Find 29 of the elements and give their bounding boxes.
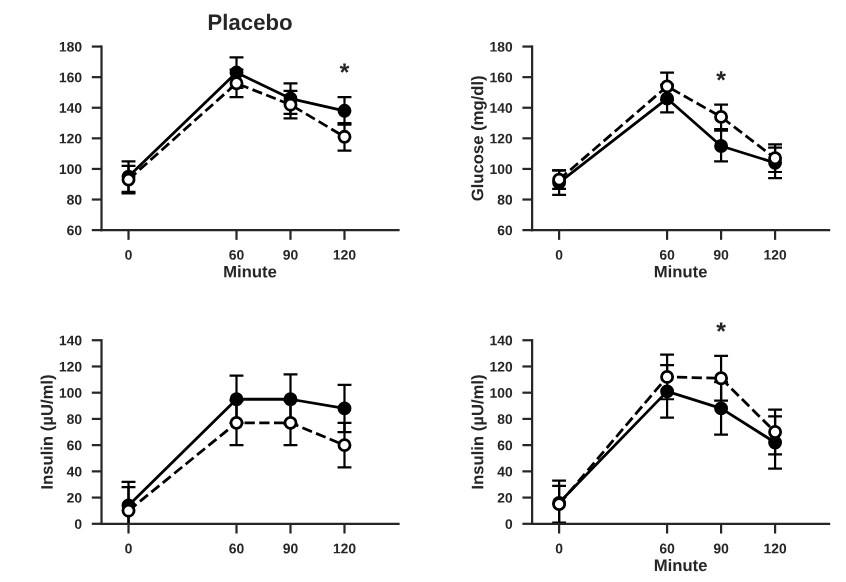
y-axis-title: Insulin (µU/ml) (471, 375, 487, 489)
point (714, 139, 729, 153)
point (337, 129, 352, 144)
point (660, 79, 675, 94)
point (714, 371, 729, 386)
point (660, 370, 675, 384)
point (337, 103, 352, 118)
annotation: * (339, 63, 350, 73)
point (229, 415, 244, 430)
annotation: * (716, 71, 726, 81)
x-axis-title: Minute (654, 265, 707, 278)
y-axis-title: Insulin (µU/ml) (40, 375, 57, 489)
point (768, 425, 783, 439)
x-axis-title: Minute (224, 265, 277, 278)
point (337, 401, 352, 416)
point (229, 392, 244, 407)
x-axis-title: Minute (654, 558, 707, 572)
text: * (716, 322, 726, 332)
chart-title: Placebo (208, 13, 292, 31)
point (283, 415, 298, 430)
point (229, 65, 244, 80)
point (660, 384, 675, 399)
point (660, 91, 675, 106)
point (283, 392, 298, 407)
point (714, 109, 729, 124)
point (229, 76, 244, 91)
point (714, 401, 729, 416)
y-axis-title: Glucose (mg/dl) (471, 76, 487, 201)
point (337, 438, 352, 453)
